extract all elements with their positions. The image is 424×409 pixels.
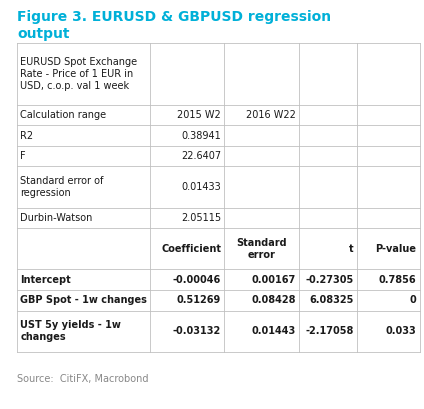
Text: Durbin-Watson: Durbin-Watson <box>20 213 93 223</box>
Text: GBP Spot - 1w changes: GBP Spot - 1w changes <box>20 295 147 305</box>
Text: 2016 W22: 2016 W22 <box>245 110 296 120</box>
Text: 0.01433: 0.01433 <box>181 182 221 192</box>
Text: 2015 W2: 2015 W2 <box>177 110 221 120</box>
Text: 0.08428: 0.08428 <box>251 295 296 305</box>
Text: Coefficient: Coefficient <box>161 244 221 254</box>
Text: Standard
error: Standard error <box>236 238 287 260</box>
Text: 2.05115: 2.05115 <box>181 213 221 223</box>
Text: Figure 3. EURUSD & GBPUSD regression: Figure 3. EURUSD & GBPUSD regression <box>17 10 331 24</box>
Text: 0.51269: 0.51269 <box>177 295 221 305</box>
Text: 0.7856: 0.7856 <box>379 275 416 285</box>
Text: -0.00046: -0.00046 <box>173 275 221 285</box>
Text: 0.00167: 0.00167 <box>251 275 296 285</box>
Text: R2: R2 <box>20 130 33 141</box>
Text: 0.38941: 0.38941 <box>181 130 221 141</box>
Text: output: output <box>17 27 70 40</box>
Text: UST 5y yields - 1w
changes: UST 5y yields - 1w changes <box>20 320 121 342</box>
Text: 0: 0 <box>410 295 416 305</box>
Text: Standard error of
regression: Standard error of regression <box>20 176 104 198</box>
Text: -2.17058: -2.17058 <box>306 326 354 336</box>
Text: Source:  CitiFX, Macrobond: Source: CitiFX, Macrobond <box>17 375 148 384</box>
Text: t: t <box>349 244 354 254</box>
Text: -0.27305: -0.27305 <box>306 275 354 285</box>
Text: -0.03132: -0.03132 <box>173 326 221 336</box>
Text: Intercept: Intercept <box>20 275 71 285</box>
Text: Calculation range: Calculation range <box>20 110 106 120</box>
Text: 6.08325: 6.08325 <box>310 295 354 305</box>
Text: EURUSD Spot Exchange
Rate - Price of 1 EUR in
USD, c.o.p. val 1 week: EURUSD Spot Exchange Rate - Price of 1 E… <box>20 57 137 91</box>
Text: 0.033: 0.033 <box>385 326 416 336</box>
Text: P-value: P-value <box>375 244 416 254</box>
Text: 22.6407: 22.6407 <box>181 151 221 161</box>
Text: F: F <box>20 151 26 161</box>
Text: 0.01443: 0.01443 <box>251 326 296 336</box>
